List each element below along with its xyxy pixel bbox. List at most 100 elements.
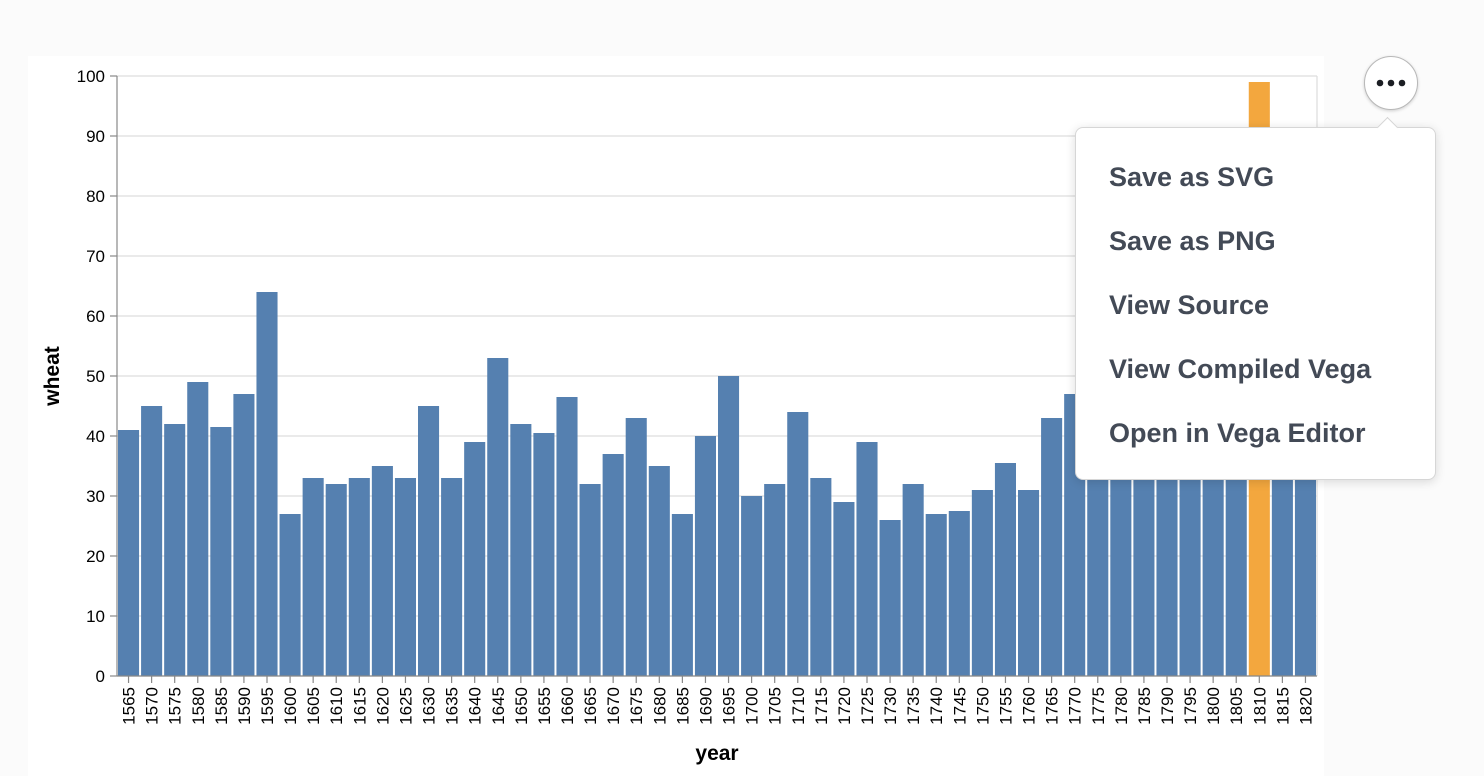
bar-1795[interactable]	[1179, 436, 1201, 676]
bar-1625[interactable]	[394, 478, 416, 676]
y-tick-label: 60	[86, 307, 105, 326]
bar-1805[interactable]	[1225, 448, 1247, 676]
bar-1565[interactable]	[118, 430, 140, 676]
bar-1745[interactable]	[948, 511, 970, 676]
bar-1800[interactable]	[1202, 430, 1224, 676]
bar-1705[interactable]	[764, 484, 786, 676]
bar-1655[interactable]	[533, 433, 555, 676]
y-axis-title: wheat	[41, 346, 64, 407]
x-tick-label: 1705	[766, 687, 785, 725]
bars	[118, 82, 1316, 676]
x-tick-label: 1745	[950, 687, 969, 725]
bar-1730[interactable]	[879, 520, 901, 676]
bar-1595[interactable]	[256, 292, 278, 676]
x-tick-label: 1690	[696, 687, 715, 725]
x-tick-label: 1670	[604, 687, 623, 725]
x-tick-label: 1730	[881, 687, 900, 725]
x-tick-label: 1780	[1112, 687, 1131, 725]
bar-1675[interactable]	[625, 418, 647, 676]
save-as-svg-menu-item[interactable]: Save as SVG	[1109, 162, 1275, 192]
bar-1630[interactable]	[418, 406, 440, 676]
x-tick-label: 1685	[673, 687, 692, 725]
bar-1680[interactable]	[648, 466, 670, 676]
bar-1685[interactable]	[671, 514, 693, 676]
view-source-menu-item[interactable]: View Source	[1109, 290, 1270, 320]
bar-1775[interactable]	[1087, 448, 1109, 676]
save-as-png-menu-item[interactable]: Save as PNG	[1109, 226, 1276, 256]
y-tick-label: 90	[86, 127, 105, 146]
x-tick-label: 1695	[720, 687, 739, 725]
x-tick-label: 1775	[1089, 687, 1108, 725]
bar-1570[interactable]	[141, 406, 163, 676]
bar-1750[interactable]	[971, 490, 993, 676]
bar-1620[interactable]	[371, 466, 393, 676]
y-tick-label: 0	[96, 667, 105, 686]
x-tick-label: 1710	[789, 687, 808, 725]
y-tick-label: 100	[77, 67, 105, 86]
bar-1695[interactable]	[718, 376, 740, 676]
bar-1665[interactable]	[579, 484, 601, 676]
x-tick-label: 1815	[1273, 687, 1292, 725]
bar-1640[interactable]	[464, 442, 486, 676]
y-tick-label: 30	[86, 487, 105, 506]
bar-1615[interactable]	[348, 478, 370, 676]
x-tick-label: 1630	[420, 687, 439, 725]
bar-1690[interactable]	[694, 436, 716, 676]
bar-1780[interactable]	[1110, 448, 1132, 676]
x-tick-label: 1615	[350, 687, 369, 725]
x-tick-label: 1640	[466, 687, 485, 725]
bar-1650[interactable]	[510, 424, 532, 676]
x-tick-label: 1570	[143, 687, 162, 725]
bar-1710[interactable]	[787, 412, 809, 676]
bar-1785[interactable]	[1133, 448, 1155, 676]
more-horizontal-icon	[1376, 79, 1406, 87]
x-tick-label: 1760	[1020, 687, 1039, 725]
actions-menu-button[interactable]	[1364, 56, 1418, 110]
bar-1735[interactable]	[902, 484, 924, 676]
actions-dropdown-menu: Save as SVG Save as PNG View Source View…	[1075, 116, 1436, 480]
bar-1760[interactable]	[1018, 490, 1040, 676]
bar-1600[interactable]	[279, 514, 301, 676]
bar-1605[interactable]	[302, 478, 324, 676]
x-tick-label: 1635	[443, 687, 462, 725]
bar-1635[interactable]	[441, 478, 463, 676]
x-tick-label: 1765	[1043, 687, 1062, 725]
bar-1700[interactable]	[741, 496, 763, 676]
open-in-vega-editor-menu-item[interactable]: Open in Vega Editor	[1109, 418, 1366, 448]
x-tick-label: 1575	[166, 687, 185, 725]
x-tick-label: 1790	[1158, 687, 1177, 725]
x-tick-label: 1680	[650, 687, 669, 725]
x-tick-label: 1590	[235, 687, 254, 725]
x-tick-label: 1810	[1250, 687, 1269, 725]
bar-1720[interactable]	[833, 502, 855, 676]
bar-1715[interactable]	[810, 478, 832, 676]
bar-1575[interactable]	[164, 424, 186, 676]
bar-1670[interactable]	[602, 454, 624, 676]
bar-1580[interactable]	[187, 382, 209, 676]
y-tick-label: 40	[86, 427, 105, 446]
x-tick-label: 1675	[627, 687, 646, 725]
x-tick-label: 1585	[212, 687, 231, 725]
bar-1645[interactable]	[487, 358, 509, 676]
bar-1740[interactable]	[925, 514, 947, 676]
bar-1755[interactable]	[994, 463, 1016, 676]
x-tick-label: 1805	[1227, 687, 1246, 725]
bar-1725[interactable]	[856, 442, 878, 676]
y-tick-label: 20	[86, 547, 105, 566]
bar-1610[interactable]	[325, 484, 347, 676]
x-tick-label: 1750	[973, 687, 992, 725]
bar-1585[interactable]	[210, 427, 232, 676]
bar-1590[interactable]	[233, 394, 255, 676]
x-tick-label: 1700	[743, 687, 762, 725]
bar-1765[interactable]	[1041, 418, 1063, 676]
bar-1660[interactable]	[556, 397, 578, 676]
y-tick-label: 70	[86, 247, 105, 266]
x-tick-label: 1600	[281, 687, 300, 725]
x-tick-label: 1645	[489, 687, 508, 725]
x-tick-label: 1610	[327, 687, 346, 725]
x-tick-label: 1620	[373, 687, 392, 725]
view-compiled-vega-menu-item[interactable]: View Compiled Vega	[1109, 354, 1372, 384]
bar-1790[interactable]	[1156, 442, 1178, 676]
x-axis-title: year	[695, 742, 738, 765]
